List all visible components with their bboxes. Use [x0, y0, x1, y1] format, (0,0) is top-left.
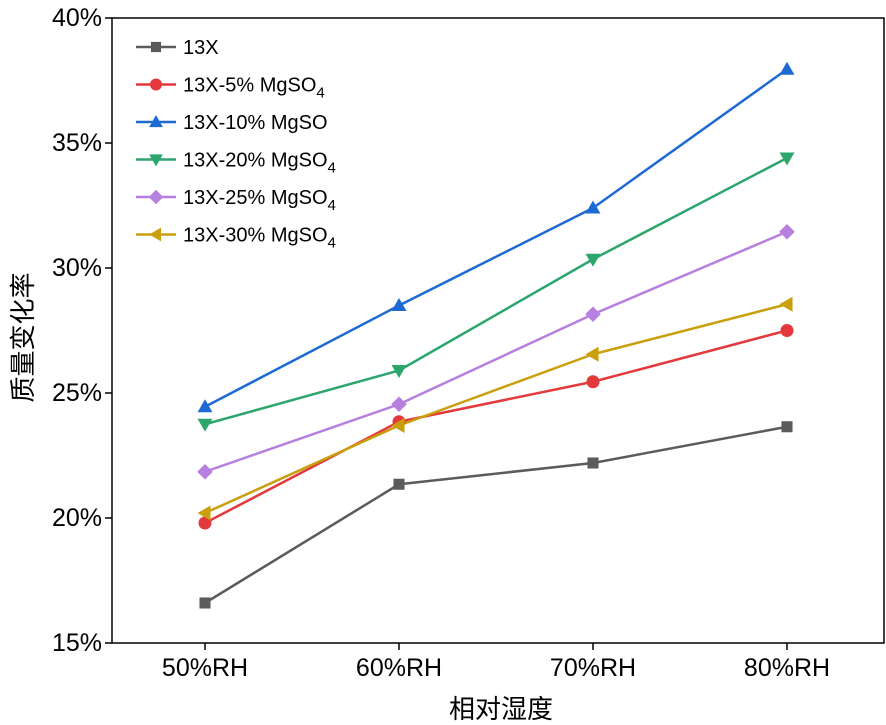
legend-label: 13X-25% MgSO4 — [183, 187, 336, 214]
data-point-13x-20-mgso4 — [585, 253, 601, 267]
series-line-13x-25-mgso4 — [204, 230, 788, 473]
data-point-13x — [781, 421, 793, 433]
x-tick-label: 70%RH — [550, 654, 636, 682]
data-point-13x-5-mgso4 — [198, 516, 212, 530]
data-point-13x-20-mgso4 — [779, 152, 795, 166]
series-line-13x-30-mgso4 — [204, 303, 788, 515]
data-point-13x-10-mgso — [391, 298, 407, 312]
data-point-13x-25-mgso4 — [391, 396, 407, 413]
x-tick-label: 50%RH — [162, 654, 248, 682]
y-tick-label: 15% — [52, 629, 102, 657]
data-point-13x-10-mgso — [197, 399, 213, 413]
data-point-13x — [587, 457, 599, 469]
legend-marker — [149, 115, 163, 128]
series-line-13x — [204, 425, 788, 605]
legend-marker — [150, 41, 162, 53]
data-point-13x-30-mgso4 — [585, 346, 599, 362]
y-tick-label: 35% — [52, 129, 102, 157]
data-point-13x-30-mgso4 — [391, 418, 405, 433]
data-point-13x-5-mgso4 — [780, 324, 794, 337]
data-point-13x-30-mgso4 — [197, 505, 211, 521]
y-tick-label: 40% — [52, 4, 102, 32]
y-tick-label: 20% — [52, 504, 102, 532]
x-axis-title: 相对湿度 — [449, 695, 553, 725]
data-point-13x-10-mgso — [585, 200, 601, 214]
data-point-13x-25-mgso4 — [197, 463, 213, 480]
data-point-13x-30-mgso4 — [779, 296, 793, 312]
legend-label: 13X-5% MgSO4 — [183, 75, 325, 102]
x-tick-label: 60%RH — [356, 654, 442, 682]
legend-label: 13X-10% MgSO — [183, 112, 328, 134]
data-point-13x — [199, 597, 211, 609]
data-point-13x-20-mgso4 — [391, 364, 407, 378]
series-line-13x-10-mgso — [204, 68, 788, 408]
data-point-13x-25-mgso4 — [779, 223, 795, 240]
data-point-13x-20-mgso4 — [197, 418, 213, 432]
legend-label: 13X — [183, 37, 219, 59]
ticks-layer: 15% 20% 25% 30% 35% 40% 50%RH 60%RH 70%RH 80%RH — [52, 4, 830, 682]
legend-label: 13X-20% MgSO4 — [183, 150, 336, 177]
data-point-13x-10-mgso — [779, 61, 795, 75]
y-tick-label: 30% — [52, 254, 102, 282]
legend-marker — [149, 154, 163, 167]
legend-label: 13X-30% MgSO4 — [183, 225, 336, 252]
data-point-13x — [393, 478, 405, 490]
x-tick-label: 80%RH — [744, 654, 830, 682]
legend: 13X 13X-5% MgSO4 13X-10% MgSO 13X-20% MgSO4… — [136, 37, 336, 252]
data-point-13x-5-mgso4 — [586, 375, 600, 389]
legend-marker — [150, 78, 162, 91]
series-line-13x-5-mgso4 — [204, 329, 788, 525]
plot-frame — [111, 17, 885, 644]
legend-marker — [149, 227, 162, 242]
series-line-13x-20-mgso4 — [204, 156, 788, 426]
legend-marker — [148, 189, 164, 205]
data-point-13x-25-mgso4 — [585, 306, 601, 323]
y-axis-title: 质量变化率 — [9, 272, 39, 402]
y-tick-label: 25% — [52, 379, 102, 407]
series-lines — [204, 68, 788, 605]
series-markers — [197, 61, 795, 609]
